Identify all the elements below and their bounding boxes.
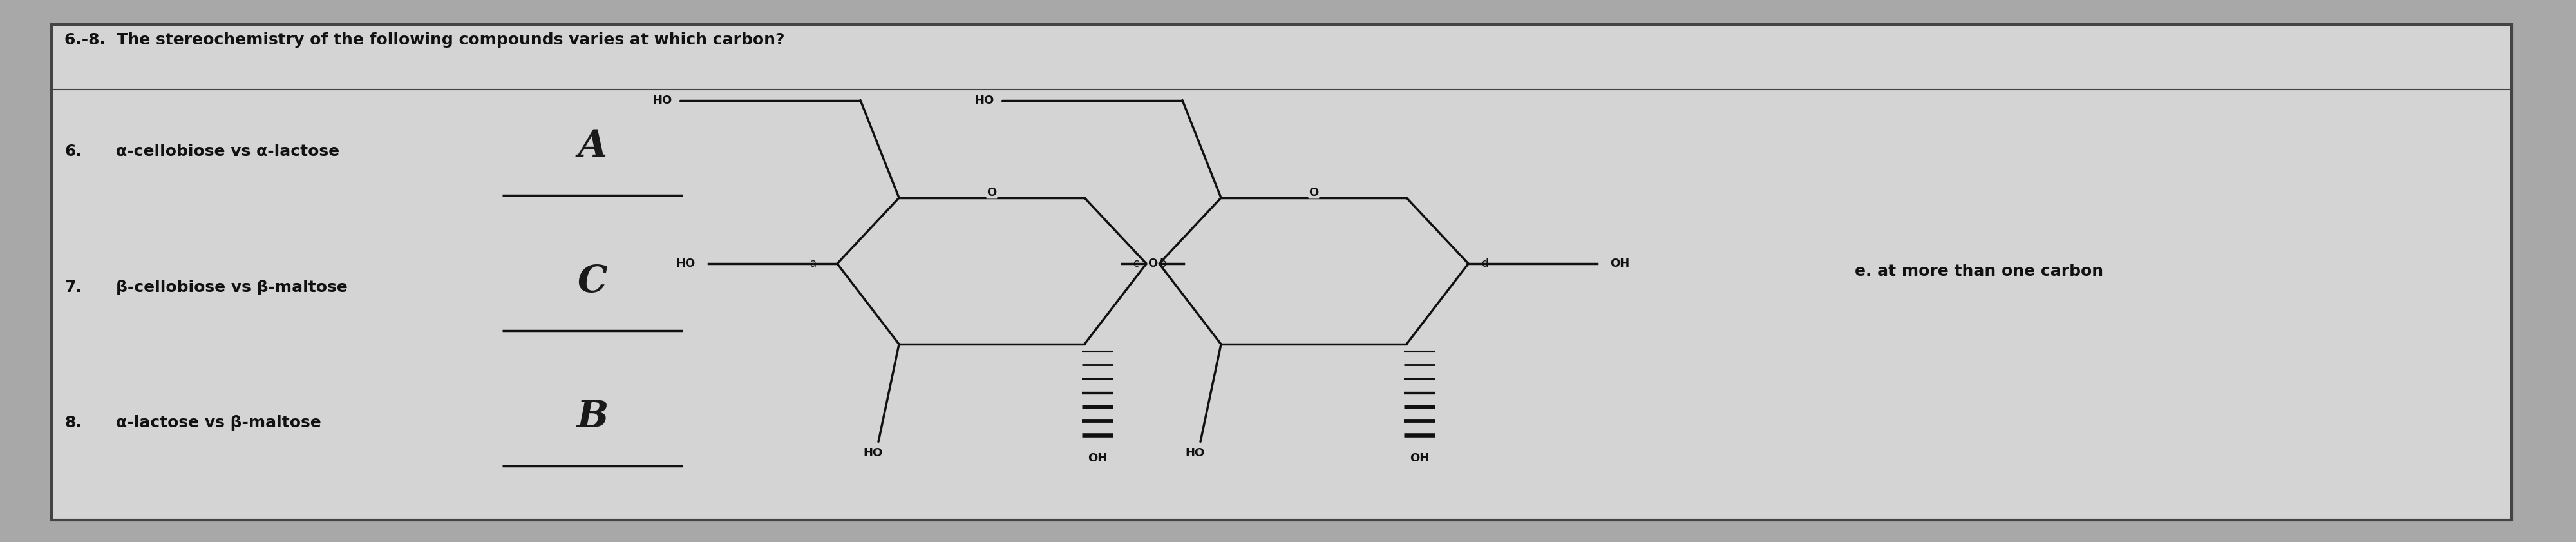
Text: 7.: 7.	[64, 280, 82, 295]
Text: C: C	[577, 263, 608, 300]
Text: d: d	[1481, 258, 1489, 269]
Text: A: A	[577, 128, 608, 165]
Text: 8.: 8.	[64, 415, 82, 430]
Text: HO: HO	[974, 94, 994, 106]
Text: O: O	[1149, 258, 1157, 269]
Text: a: a	[809, 258, 817, 269]
Text: HO: HO	[863, 447, 884, 459]
Text: HO: HO	[675, 258, 696, 269]
Text: e. at more than one carbon: e. at more than one carbon	[1855, 263, 2105, 279]
Text: α-cellobiose vs α-lactose: α-cellobiose vs α-lactose	[116, 144, 340, 159]
Text: 6.: 6.	[64, 144, 82, 159]
Text: HO: HO	[1185, 447, 1206, 459]
Text: c: c	[1133, 258, 1139, 269]
Text: OH: OH	[1087, 453, 1108, 464]
Text: OH: OH	[1610, 258, 1631, 269]
Text: HO: HO	[652, 94, 672, 106]
Text: 6.-8.  The stereochemistry of the following compounds varies at which carbon?: 6.-8. The stereochemistry of the followi…	[64, 33, 786, 48]
Text: O: O	[1309, 186, 1319, 198]
Text: B: B	[577, 399, 608, 436]
Text: β-cellobiose vs β-maltose: β-cellobiose vs β-maltose	[116, 280, 348, 295]
Text: b: b	[1159, 258, 1167, 269]
Text: α-lactose vs β-maltose: α-lactose vs β-maltose	[116, 415, 322, 430]
Text: O: O	[987, 186, 997, 198]
Text: OH: OH	[1409, 453, 1430, 464]
